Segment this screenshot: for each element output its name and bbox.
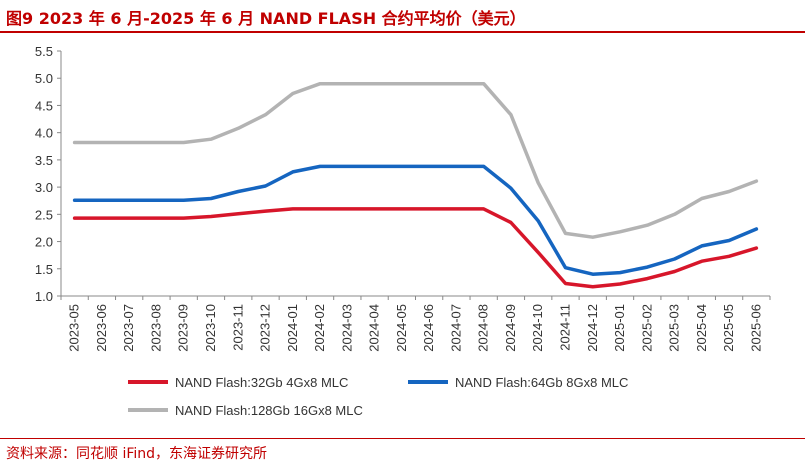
x-tick-label: 2023-11 xyxy=(230,304,245,351)
legend-label-1: NAND Flash:32Gb 4Gx8 MLC xyxy=(175,375,348,390)
x-tick-label: 2024-05 xyxy=(394,304,409,352)
legend: NAND Flash:32Gb 4Gx8 MLC NAND Flash:64Gb … xyxy=(128,375,628,418)
x-tick-label: 2025-02 xyxy=(639,304,654,352)
x-tick-label: 2023-10 xyxy=(203,304,218,352)
x-tick-label: 2024-06 xyxy=(421,304,436,352)
legend-label-3: NAND Flash:128Gb 16Gx8 MLC xyxy=(175,403,363,418)
chart-title: 图9 2023 年 6 月-2025 年 6 月 NAND FLASH 合约平均… xyxy=(6,9,526,28)
x-tick-label: 2023-09 xyxy=(176,304,191,352)
x-tick-label: 2024-07 xyxy=(448,304,463,352)
title-rule xyxy=(0,31,805,33)
y-tick-label: 3.0 xyxy=(35,180,53,195)
y-tick-label: 3.5 xyxy=(35,153,53,168)
y-tick-label: 5.5 xyxy=(35,44,53,59)
x-tick-label: 2024-09 xyxy=(503,304,518,352)
x-tick-label: 2024-01 xyxy=(285,304,300,352)
x-tick-label: 2024-04 xyxy=(367,304,382,352)
source-rule xyxy=(0,438,805,439)
x-tick-label: 2025-06 xyxy=(748,304,763,352)
y-tick-label: 4.0 xyxy=(35,126,53,141)
x-tick-label: 2023-08 xyxy=(148,304,163,352)
y-tick-label: 5.0 xyxy=(35,71,53,86)
source-note: 资料来源：同花顺 iFind，东海证券研究所 xyxy=(6,446,268,462)
series-lines xyxy=(72,81,759,289)
series-line-3 xyxy=(72,81,759,239)
y-tick-label: 1.5 xyxy=(35,262,53,277)
line-chart: 1.01.52.02.53.03.54.04.55.05.5 2023-05 20… xyxy=(35,44,771,418)
x-tick-label: 2025-04 xyxy=(694,304,709,352)
x-tick-label: 2025-05 xyxy=(721,304,736,352)
x-tick-label: 2025-01 xyxy=(612,304,627,352)
y-tick-labels: 1.0 1.5 2.0 2.5 3.0 3.5 4.0 4.5 5.0 5.5 xyxy=(35,44,61,304)
x-tick-label: 2024-08 xyxy=(476,304,491,352)
x-tick-label: 2024-12 xyxy=(585,304,600,352)
x-tick-label: 2024-02 xyxy=(312,304,327,352)
series-line-2 xyxy=(72,164,759,276)
y-tick-label: 4.5 xyxy=(35,98,53,113)
x-tick-label: 2024-10 xyxy=(530,304,545,352)
x-tick-label: 2023-06 xyxy=(94,304,109,352)
y-tick-label: 2.5 xyxy=(35,207,53,222)
x-tick-label: 2023-05 xyxy=(67,304,82,352)
x-tick-label: 2024-11 xyxy=(557,304,572,351)
series-line-1 xyxy=(72,207,759,289)
y-tick-label: 2.0 xyxy=(35,235,53,250)
x-tick-label: 2025-03 xyxy=(667,304,682,352)
y-tick-label: 1.0 xyxy=(35,289,53,304)
legend-label-2: NAND Flash:64Gb 8Gx8 MLC xyxy=(455,375,628,390)
x-tick-label: 2023-07 xyxy=(121,304,136,352)
x-tick-label: 2024-03 xyxy=(339,304,354,352)
x-tick-labels: 2023-05 2023-06 2023-07 2023-08 2023-09 2023-… xyxy=(60,296,771,352)
x-tick-label: 2023-12 xyxy=(258,304,273,352)
axes xyxy=(60,51,770,297)
